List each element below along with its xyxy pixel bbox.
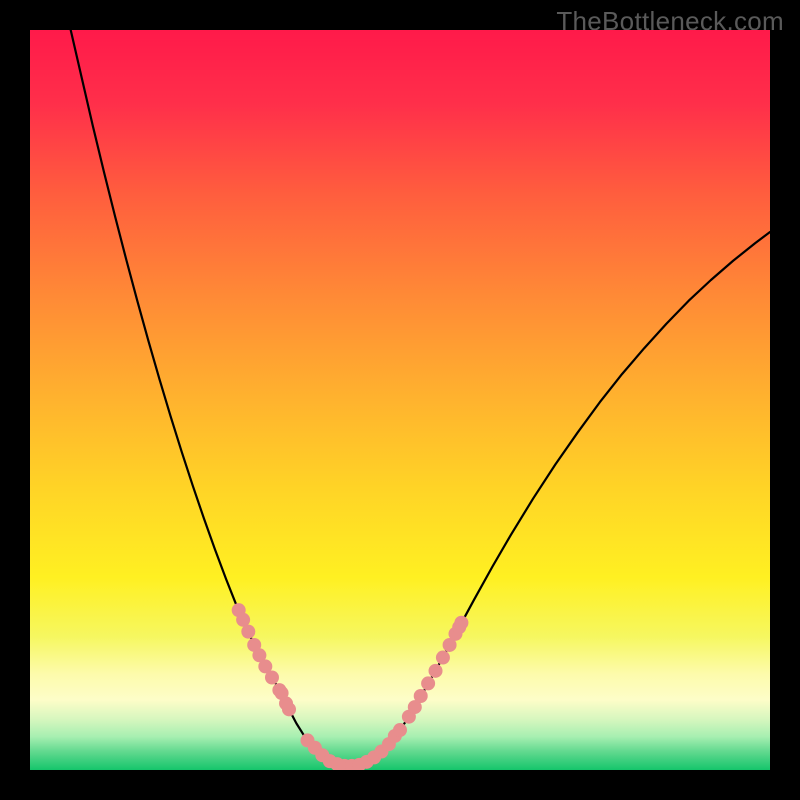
- curve-marker: [265, 671, 279, 685]
- curve-marker: [241, 625, 255, 639]
- gradient-background: [30, 30, 770, 770]
- curve-marker: [275, 686, 289, 700]
- curve-marker: [414, 689, 428, 703]
- chart-outer-frame: TheBottleneck.com: [0, 0, 800, 800]
- plot-area: [30, 30, 770, 770]
- curve-marker: [421, 676, 435, 690]
- curve-marker: [452, 620, 466, 634]
- curve-marker: [429, 664, 443, 678]
- curve-marker: [282, 702, 296, 716]
- bottleneck-curve-chart: [30, 30, 770, 770]
- curve-marker: [436, 651, 450, 665]
- curve-marker: [393, 723, 407, 737]
